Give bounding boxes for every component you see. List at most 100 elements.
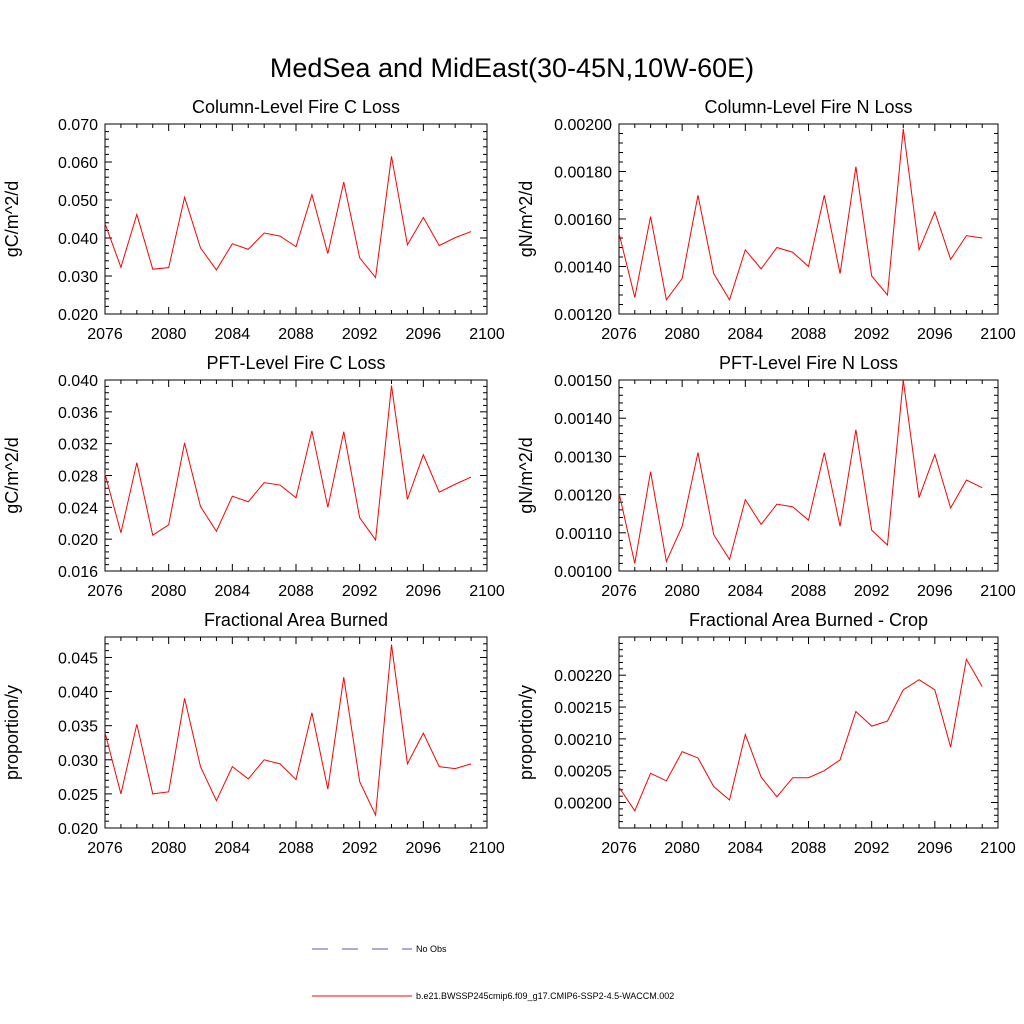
x-tick-label: 2100: [980, 326, 1016, 343]
y-tick-label: 0.036: [58, 405, 98, 422]
y-tick-label: 0.045: [58, 650, 98, 667]
y-tick-label: 0.00200: [554, 117, 612, 134]
x-tick-label: 2100: [469, 326, 505, 343]
figure-title: MedSea and MidEast(30-45N,10W-60E): [270, 53, 754, 83]
y-tick-label: 0.00150: [554, 373, 612, 390]
panel-title: Column-Level Fire N Loss: [704, 97, 912, 117]
x-tick-label: 2092: [342, 840, 378, 857]
y-tick-label: 0.00160: [554, 212, 612, 229]
y-tick-label: 0.00200: [554, 796, 612, 813]
chart-panel-1: Column-Level Fire C Loss gC/m^2/d 2076 2080…: [2, 97, 505, 343]
x-tick-label: 2100: [469, 840, 505, 857]
y-tick-label: 0.025: [58, 787, 98, 804]
x-tick-label: 2088: [791, 326, 827, 343]
x-tick-label: 2092: [854, 583, 890, 600]
y-tick-label: 0.020: [58, 821, 98, 838]
x-tick-label: 2076: [87, 583, 123, 600]
x-tick-label: 2096: [406, 840, 442, 857]
y-tick-label: 0.00120: [554, 488, 612, 505]
x-tick-label: 2076: [601, 326, 637, 343]
x-tick-label: 2092: [342, 326, 378, 343]
y-tick-label: 0.00100: [554, 564, 612, 581]
series-line: [104, 644, 472, 817]
y-axis-label: proportion/y: [2, 685, 22, 780]
y-tick-label: 0.00140: [554, 411, 612, 428]
y-tick-label: 0.030: [58, 269, 98, 286]
y-tick-label: 0.00110: [555, 526, 612, 543]
series-line: [618, 128, 983, 301]
y-tick-label: 0.00215: [554, 700, 612, 717]
y-tick-label: 0.00205: [554, 764, 612, 781]
y-tick-label: 0.070: [58, 117, 98, 134]
x-tick-label: 2100: [469, 583, 505, 600]
y-tick-label: 0.050: [58, 193, 98, 210]
x-tick-label: 2084: [215, 326, 251, 343]
x-tick-label: 2092: [342, 583, 378, 600]
panel-title: Fractional Area Burned - Crop: [689, 610, 928, 630]
x-tick-label: 2084: [215, 583, 251, 600]
y-tick-label: 0.00130: [554, 449, 612, 466]
y-tick-label: 0.040: [58, 231, 98, 248]
x-tick-label: 2080: [151, 840, 187, 857]
x-tick-label: 2088: [278, 326, 314, 343]
chart-panel-4: PFT-Level Fire N Loss gN/m^2/d 2076 2080 208…: [516, 353, 1016, 600]
series-line: [104, 385, 472, 542]
panels-group: Column-Level Fire C Loss gC/m^2/d 2076 2080…: [2, 97, 1016, 857]
x-tick-label: 2088: [278, 583, 314, 600]
panel-title: PFT-Level Fire N Loss: [719, 353, 898, 373]
x-tick-label: 2096: [406, 326, 442, 343]
y-tick-label: 0.020: [58, 307, 98, 324]
y-tick-label: 0.00220: [554, 668, 612, 685]
series-line: [618, 379, 983, 564]
plot-frame: [104, 379, 488, 572]
x-tick-label: 2096: [917, 840, 953, 857]
panel-title: PFT-Level Fire C Loss: [206, 353, 385, 373]
y-tick-label: 0.032: [58, 437, 98, 454]
x-tick-label: 2088: [278, 840, 314, 857]
x-tick-label: 2100: [980, 840, 1016, 857]
legend: No Obs b.e21.BWSSP245cmip6.f09_g17.CMIP6…: [312, 944, 674, 1001]
chart-panel-2: Column-Level Fire N Loss gN/m^2/d 2076 2080…: [516, 97, 1016, 343]
x-tick-label: 2096: [917, 326, 953, 343]
y-tick-label: 0.00120: [554, 307, 612, 324]
chart-panel-3: PFT-Level Fire C Loss gC/m^2/d 2076 2080 208…: [2, 353, 505, 600]
y-tick-label: 0.030: [58, 753, 98, 770]
series-line: [104, 156, 472, 279]
y-axis-label: gN/m^2/d: [516, 437, 536, 513]
y-tick-label: 0.020: [58, 532, 98, 549]
plot-frame: [104, 123, 488, 315]
legend-obs-label: No Obs: [416, 944, 447, 954]
x-tick-label: 2092: [854, 840, 890, 857]
y-tick-label: 0.016: [58, 564, 98, 581]
x-tick-label: 2080: [664, 583, 700, 600]
y-tick-label: 0.040: [58, 685, 98, 702]
y-tick-label: 0.024: [58, 500, 98, 517]
y-axis-label: gC/m^2/d: [2, 437, 22, 513]
x-tick-label: 2076: [87, 326, 123, 343]
legend-model-label: b.e21.BWSSP245cmip6.f09_g17.CMIP6-SSP2-4…: [416, 991, 674, 1001]
plot-frame: [104, 636, 488, 829]
x-tick-label: 2084: [728, 840, 764, 857]
x-tick-label: 2088: [791, 840, 827, 857]
x-tick-label: 2084: [728, 583, 764, 600]
x-tick-label: 2076: [87, 840, 123, 857]
x-tick-label: 2096: [406, 583, 442, 600]
panel-title: Column-Level Fire C Loss: [192, 97, 400, 117]
panel-title: Fractional Area Burned: [204, 610, 388, 630]
y-axis-label: gN/m^2/d: [516, 181, 536, 257]
y-axis-label: proportion/y: [516, 685, 536, 780]
x-tick-label: 2080: [151, 583, 187, 600]
x-tick-label: 2080: [664, 326, 700, 343]
x-tick-label: 2084: [215, 840, 251, 857]
y-tick-label: 0.035: [58, 719, 98, 736]
y-tick-label: 0.00210: [554, 732, 612, 749]
y-tick-label: 0.028: [58, 469, 98, 486]
y-axis-label: gC/m^2/d: [2, 181, 22, 257]
plot-frame: [618, 636, 999, 829]
y-tick-label: 0.00140: [554, 260, 612, 277]
y-tick-label: 0.00180: [554, 165, 612, 182]
y-tick-label: 0.040: [58, 373, 98, 390]
x-tick-label: 2088: [791, 583, 827, 600]
chart-panel-6: Fractional Area Burned - Crop proportion/…: [516, 610, 1016, 857]
